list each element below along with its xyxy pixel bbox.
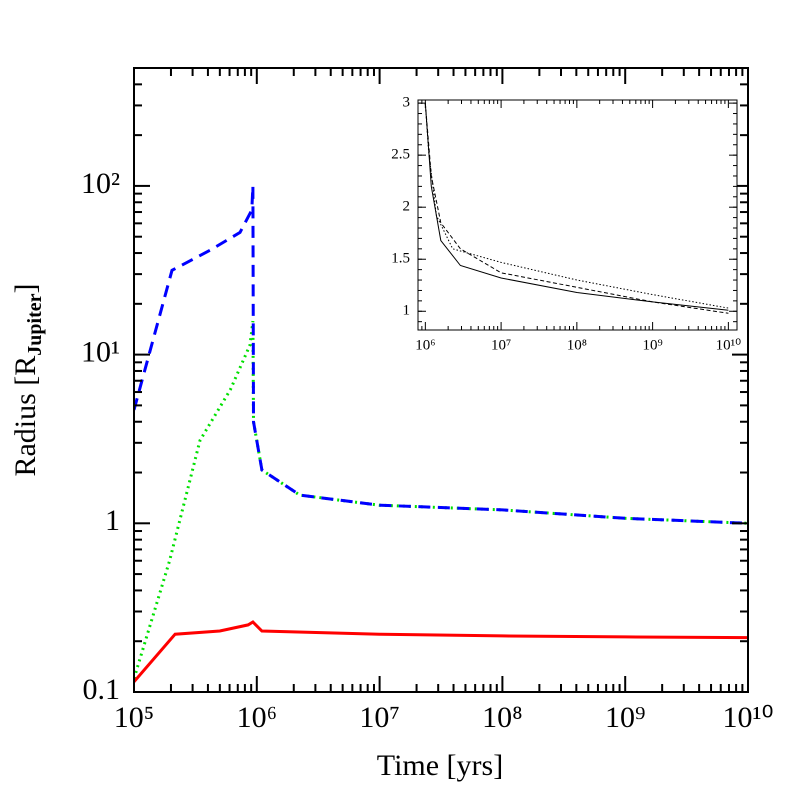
x-tick-label: 10⁸ [482,701,522,734]
y-tick-label: 1 [403,303,411,319]
y-tick-label: 0.1 [83,673,121,706]
series-line [424,103,729,311]
series-line [134,320,748,680]
y-axis-label-part: ] [9,283,42,293]
y-axis-label: Radius [RJupiter] [9,283,46,476]
x-tick-label: 10¹⁰ [722,701,773,734]
x-tick-label: 10⁷ [359,701,399,734]
plot-frame [417,99,738,331]
y-tick-label: 10² [81,167,120,200]
y-tick-label: 2 [403,199,411,215]
x-tick-label: 10⁹ [642,337,662,353]
x-tick-label: 10⁸ [567,337,587,353]
x-axis-label: Time [yrs] [377,749,503,782]
inset-background [418,100,737,330]
y-tick-label: 1 [105,504,120,537]
x-tick-label: 10¹⁰ [716,337,742,353]
series-line [424,103,729,309]
x-tick-label: 10⁶ [415,337,435,353]
y-tick-label: 2.5 [391,147,410,163]
series-line [134,620,748,683]
x-tick-label: 10⁶ [237,701,277,734]
y-tick-label: 1.5 [391,251,410,267]
x-tick-label: 10⁹ [605,701,645,734]
y-tick-label: 3 [403,95,411,111]
y-axis-label-part: Radius [R [9,356,42,477]
x-tick-label: 10⁵ [114,701,154,734]
y-axis-label-sub: Jupiter [24,293,46,355]
y-tick-label: 10¹ [81,335,120,368]
series-line [134,185,748,525]
x-tick-label: 10⁷ [491,337,511,353]
